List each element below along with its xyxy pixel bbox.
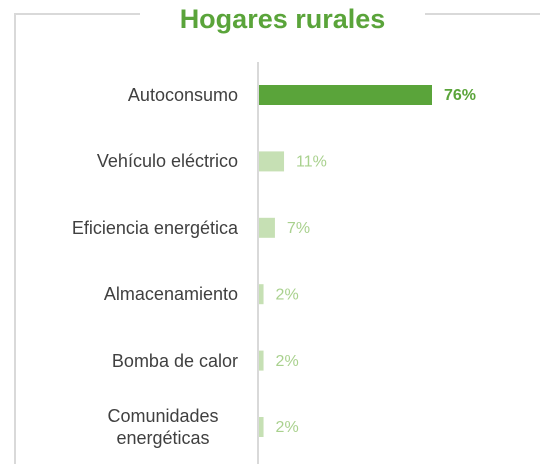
bar (259, 217, 275, 238)
chart-title: Hogares rurales (179, 4, 386, 34)
value-label: 11% (296, 154, 327, 171)
category-label: Almacenamiento (103, 284, 238, 305)
value-label: 2% (276, 419, 299, 436)
category-label: Bomba de calor (111, 350, 238, 371)
bar (259, 417, 264, 437)
value-label: 7% (287, 220, 310, 237)
value-label: 2% (276, 353, 299, 370)
value-label: 2% (276, 286, 299, 303)
bar (259, 151, 285, 172)
value-label: 76% (444, 87, 476, 104)
category-label: Vehículo eléctrico (96, 151, 238, 172)
bar (259, 85, 432, 105)
category-label: Autoconsumo (127, 85, 238, 105)
category-label: Eficiencia energética (71, 217, 238, 238)
bar (259, 350, 264, 371)
category-label: Comunidades energéticas (107, 406, 219, 448)
bar (259, 284, 264, 305)
